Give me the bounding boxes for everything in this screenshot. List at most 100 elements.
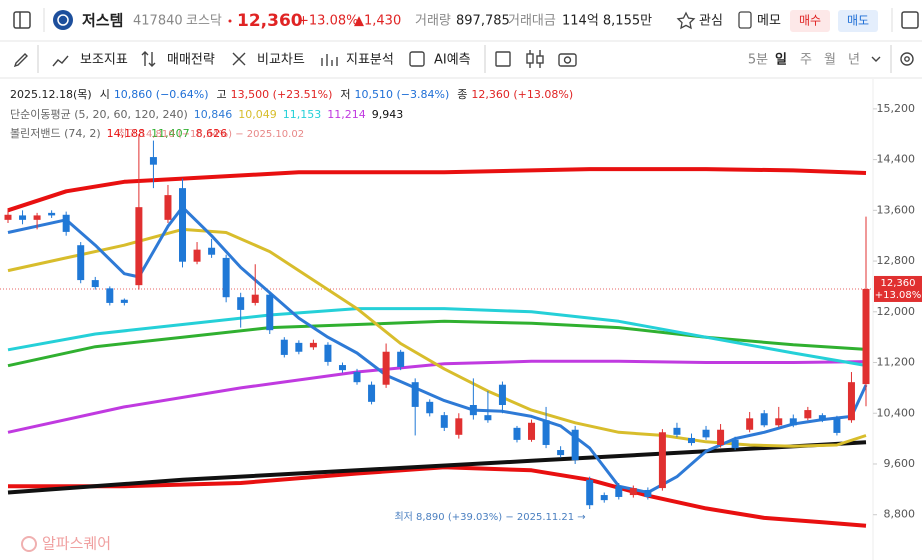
candle-body	[338, 365, 346, 371]
memo-icon[interactable]	[738, 11, 752, 29]
low-annotation: 최저 8,890 (+39.03%) − 2025.11.21 →	[394, 511, 585, 523]
tool-button[interactable]: 보조지표	[80, 53, 128, 68]
candle-body	[440, 415, 448, 428]
candle-body	[411, 382, 419, 407]
high-annotation: 최고 14,810 (−16.54%) − 2025.10.02	[118, 128, 304, 140]
candle-body	[469, 405, 477, 416]
settings-core	[904, 56, 910, 62]
candle-body	[48, 212, 56, 216]
buy-button[interactable]: 매수	[799, 14, 821, 28]
legend-value: 8,626	[196, 127, 228, 140]
info-value: 10,860 (−0.64%)	[114, 88, 209, 101]
candle-body	[4, 214, 12, 220]
candle-body	[600, 495, 608, 501]
candle-icon-body	[536, 55, 544, 64]
candle-body	[571, 429, 579, 461]
legend-value: 11,153	[283, 108, 322, 121]
volume-label: 거래량	[415, 14, 451, 29]
legend-value: 10,846	[194, 108, 233, 121]
sell-badge[interactable]	[838, 10, 878, 32]
indicator-icon[interactable]	[52, 55, 69, 67]
sell-button[interactable]: 매도	[847, 14, 869, 28]
star-icon[interactable]	[676, 11, 696, 30]
panel-icon[interactable]	[901, 11, 919, 29]
candle-body	[309, 342, 317, 348]
info-value: 12,360 (+13.08%)	[471, 88, 573, 101]
square-icon[interactable]	[495, 51, 511, 67]
candle-body	[687, 437, 695, 444]
tool-button[interactable]: 매매전략	[167, 53, 215, 68]
candle-body	[673, 427, 681, 435]
candle-body	[455, 418, 463, 435]
ai-icon[interactable]	[409, 51, 425, 67]
settings-icon[interactable]	[900, 52, 914, 66]
period-button[interactable]: 주	[800, 53, 812, 68]
candle-body	[266, 294, 274, 331]
candle-body	[426, 401, 434, 414]
price-tag-change: +13.08%	[875, 290, 922, 301]
candle-body	[179, 188, 187, 262]
price-tag	[874, 275, 922, 302]
candle-body	[237, 297, 245, 310]
info-label: 종	[457, 88, 467, 101]
memo-button[interactable]: 메모	[757, 14, 781, 29]
y-tick-label: 14,400	[877, 153, 916, 166]
candle-body	[731, 439, 739, 449]
info-value: 10,510 (−3.84%)	[355, 88, 450, 101]
candle-body	[397, 351, 405, 367]
candle-body	[208, 247, 216, 255]
buy-badge[interactable]	[790, 10, 830, 32]
info-label: 고	[217, 88, 227, 101]
pencil-icon[interactable]	[13, 53, 28, 68]
candle-body	[295, 342, 303, 352]
candle-body	[106, 288, 114, 303]
indicator-line	[7, 167, 867, 213]
indicator-line	[7, 307, 867, 367]
price: 12,360	[237, 11, 303, 31]
tool-button[interactable]: 비교차트	[257, 53, 305, 68]
period-button[interactable]: 5분	[748, 53, 768, 68]
candle-body	[353, 372, 361, 383]
chevron[interactable]	[871, 56, 881, 62]
period-button[interactable]: 일	[775, 53, 787, 68]
strategy-icon[interactable]	[141, 51, 156, 67]
candle-body	[62, 214, 70, 232]
info-label: 저	[340, 88, 350, 101]
period-button[interactable]: 년	[848, 53, 860, 68]
candle-body	[164, 195, 172, 220]
candle-body	[775, 418, 783, 426]
y-tick-label: 15,200	[877, 102, 916, 115]
period-button[interactable]: 월	[824, 53, 836, 68]
candle-body	[586, 479, 594, 506]
legend-value: 9,943	[372, 108, 404, 121]
candle-body	[193, 249, 201, 262]
indicator-line	[7, 227, 867, 448]
indicator-line	[8, 465, 867, 528]
y-tick-label: 12,800	[877, 254, 916, 267]
candle-body	[280, 339, 288, 355]
amount: 114억 8,155만	[562, 14, 652, 29]
candle-body	[833, 418, 841, 433]
candle-icon-body	[526, 53, 534, 64]
tool-button[interactable]: AI예측	[434, 53, 471, 68]
candle-body	[557, 450, 565, 456]
menu-icon[interactable]	[13, 11, 31, 29]
tool-button[interactable]: 지표분석	[346, 53, 394, 68]
analysis-icon[interactable]	[321, 54, 338, 66]
y-tick-label: 10,400	[877, 406, 916, 419]
camera-icon[interactable]	[558, 53, 577, 67]
candle-body	[382, 351, 390, 385]
toolbar	[13, 45, 914, 73]
candle-body	[702, 429, 710, 438]
watch-button[interactable]: 관심	[699, 14, 723, 29]
legend-label: 볼린저밴드 (74, 2)	[10, 127, 101, 140]
indicator-line	[7, 205, 868, 494]
candle-body	[484, 415, 492, 421]
legend-value: 14,188	[107, 127, 146, 140]
compare-icon[interactable]	[232, 52, 246, 66]
info-value: 13,500 (+23.51%)	[231, 88, 333, 101]
candle-body	[135, 207, 143, 286]
change-pct: +13.08%	[298, 14, 358, 29]
legend-value: 10,049	[238, 108, 277, 121]
